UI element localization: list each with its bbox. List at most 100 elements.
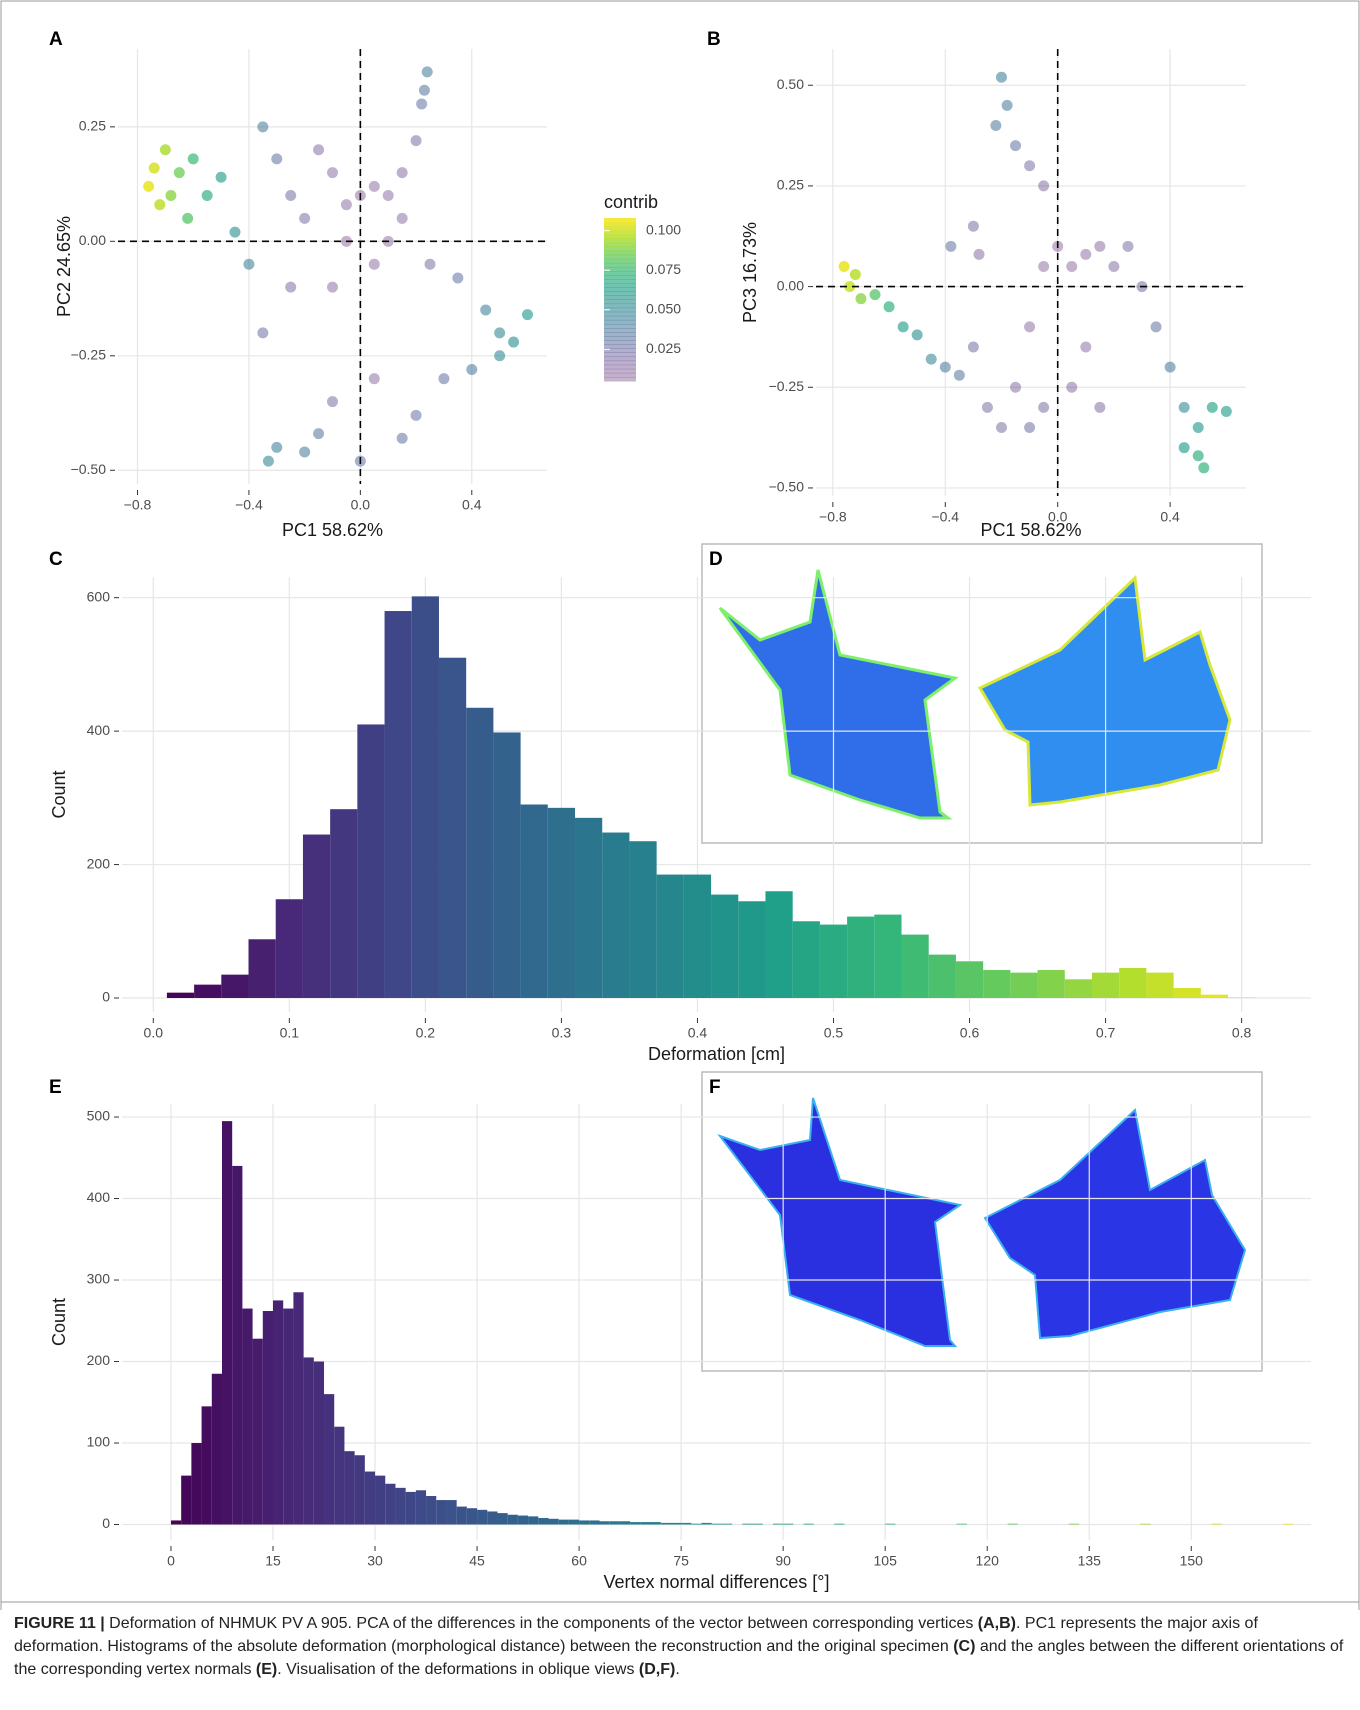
caption-text: (C) (953, 1638, 975, 1655)
point (1038, 261, 1049, 272)
bar (1092, 973, 1119, 998)
colorbar-step (604, 291, 636, 296)
point (996, 422, 1007, 433)
bar (681, 1523, 691, 1525)
caption-text: Deformation of NHMUK PV A 905. PCA of th… (105, 1615, 978, 1632)
bar (600, 1521, 610, 1524)
caption-text: (E) (256, 1661, 277, 1678)
bar (753, 1524, 763, 1525)
point (850, 269, 861, 280)
panel-label: F (709, 1077, 721, 1098)
point (327, 282, 338, 293)
colorbar-step (604, 320, 636, 325)
point (369, 181, 380, 192)
bar (181, 1476, 191, 1525)
y-tick-label: 0 (102, 989, 110, 1005)
colorbar-step (604, 357, 636, 362)
x-tick-label: 45 (469, 1553, 485, 1569)
point (1207, 402, 1218, 413)
point (202, 190, 213, 201)
bar (334, 1427, 344, 1525)
bar (344, 1451, 354, 1524)
bar (222, 1121, 232, 1524)
legend-title: contrib (604, 192, 658, 212)
legend-label: 0.025 (646, 340, 681, 356)
point (257, 327, 268, 338)
bar (467, 1508, 477, 1524)
point (165, 190, 176, 201)
x-tick-label: 0.3 (552, 1025, 572, 1041)
point (425, 259, 436, 270)
point (299, 213, 310, 224)
colorbar-step (604, 238, 636, 243)
x-tick-label: 30 (367, 1553, 383, 1569)
bar (330, 809, 357, 998)
point (452, 272, 463, 283)
bar (521, 805, 548, 998)
y-tick-label: 200 (87, 1352, 111, 1368)
point (397, 433, 408, 444)
bar (283, 1309, 293, 1525)
point (1066, 382, 1077, 393)
bar (589, 1520, 599, 1524)
x-tick-label: 105 (874, 1553, 898, 1569)
bar (610, 1521, 620, 1524)
bar (273, 1300, 283, 1524)
bar (702, 1523, 712, 1525)
colorbar-step (604, 247, 636, 252)
caption-text: . (675, 1661, 679, 1678)
bar (487, 1511, 497, 1524)
point (898, 321, 909, 332)
point (422, 66, 433, 77)
bar (874, 915, 901, 998)
bar (661, 1523, 671, 1525)
point (1179, 442, 1190, 453)
point (1193, 450, 1204, 461)
x-tick-label: 0.7 (1096, 1025, 1116, 1041)
point (480, 305, 491, 316)
x-axis-label: Deformation [cm] (648, 1044, 785, 1064)
y-axis-label: PC2 24.65% (54, 216, 74, 317)
x-axis-label: PC1 58.62% (282, 520, 383, 540)
bar (293, 1292, 303, 1524)
x-tick-label: 0 (167, 1553, 175, 1569)
point (982, 402, 993, 413)
bar (902, 935, 929, 998)
y-tick-label: −0.25 (769, 378, 805, 394)
bar (1174, 988, 1201, 998)
panel-label: B (707, 29, 721, 50)
colorbar-step (604, 365, 636, 370)
y-tick-label: 300 (87, 1271, 111, 1287)
point (285, 190, 296, 201)
colorbar-step (604, 352, 636, 357)
point (1094, 241, 1105, 252)
bar (171, 1520, 181, 1524)
colorbar-step (604, 295, 636, 300)
colorbar-step (604, 373, 636, 378)
bar (385, 1484, 395, 1525)
bar (548, 1519, 558, 1525)
x-tick-label: 75 (673, 1553, 689, 1569)
bar (569, 1520, 579, 1525)
bar (385, 611, 412, 998)
point (369, 373, 380, 384)
panel-label: E (49, 1077, 62, 1098)
caption-text: (D,F) (639, 1661, 675, 1678)
colorbar-step (604, 271, 636, 276)
y-tick-label: 600 (87, 588, 111, 604)
point (1221, 406, 1232, 417)
x-tick-label: 15 (265, 1553, 281, 1569)
colorbar-step (604, 259, 636, 264)
bar (630, 1522, 640, 1524)
colorbar-step (604, 263, 636, 268)
point (313, 428, 324, 439)
bar (191, 1443, 201, 1524)
bar (620, 1521, 630, 1524)
point (954, 370, 965, 381)
bar (416, 1490, 426, 1524)
bar (1119, 968, 1146, 998)
bar (579, 1520, 589, 1524)
point (1198, 462, 1209, 473)
point (1024, 160, 1035, 171)
bar (929, 955, 956, 998)
